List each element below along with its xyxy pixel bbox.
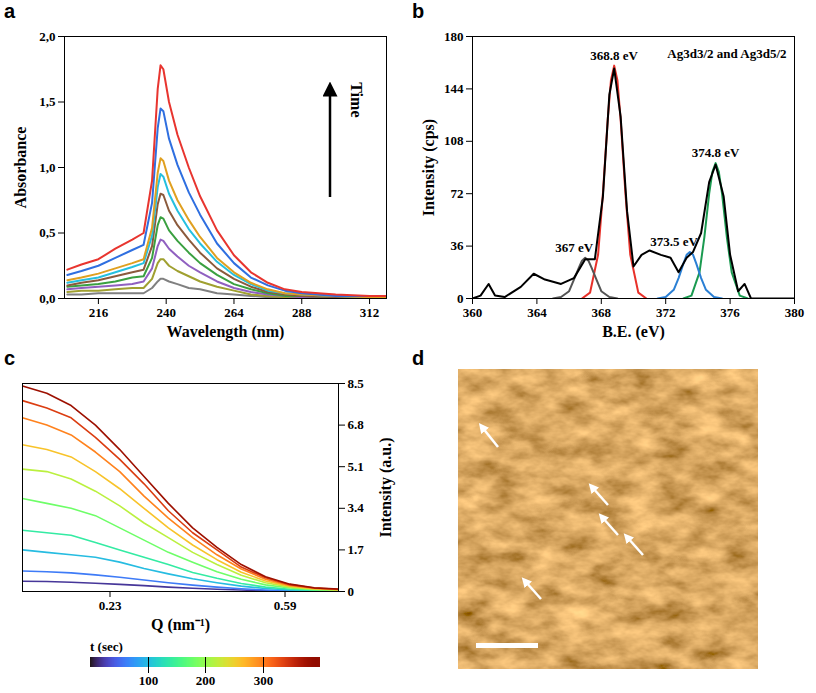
svg-text:6.8: 6.8 <box>348 417 365 432</box>
html-text:a: a <box>4 0 16 22</box>
svg-text:264: 264 <box>224 305 244 320</box>
svg-text:Wavelength (nm): Wavelength (nm) <box>167 323 285 341</box>
svg-text:368.8 eV: 368.8 eV <box>590 48 638 63</box>
svg-text:5.1: 5.1 <box>348 459 364 474</box>
svg-text:0,5: 0,5 <box>39 225 56 240</box>
svg-text:Time: Time <box>348 82 365 117</box>
svg-text:Q (nm⁻¹): Q (nm⁻¹) <box>151 616 210 634</box>
svg-text:1,0: 1,0 <box>39 160 55 175</box>
svg-text:240: 240 <box>156 305 176 320</box>
svg-text:376: 376 <box>720 305 740 320</box>
svg-text:300: 300 <box>254 673 274 688</box>
html-text:d: d <box>412 347 425 369</box>
svg-text:0.23: 0.23 <box>99 598 122 613</box>
svg-text:364: 364 <box>527 305 547 320</box>
svg-text:108: 108 <box>444 133 464 148</box>
svg-text:36: 36 <box>451 238 465 253</box>
svg-text:2,0: 2,0 <box>39 29 55 44</box>
svg-text:144: 144 <box>444 81 464 96</box>
svg-text:374.8 eV: 374.8 eV <box>692 145 740 160</box>
svg-text:Absorbance: Absorbance <box>12 127 29 209</box>
svg-text:Intensity (cps): Intensity (cps) <box>420 119 438 216</box>
svg-text:368: 368 <box>592 305 612 320</box>
svg-text:288: 288 <box>292 305 312 320</box>
svg-text:0,0: 0,0 <box>39 291 55 306</box>
svg-text:0: 0 <box>348 584 355 599</box>
svg-text:B.E. (eV): B.E. (eV) <box>602 323 665 341</box>
html-text:b: b <box>412 0 425 22</box>
svg-text:72: 72 <box>451 186 464 201</box>
svg-text:t (sec): t (sec) <box>90 639 123 654</box>
svg-text:373.5 eV: 373.5 eV <box>650 234 698 249</box>
svg-text:1,5: 1,5 <box>39 94 56 109</box>
svg-text:180: 180 <box>444 29 464 44</box>
svg-text:8.5: 8.5 <box>348 376 365 391</box>
svg-text:100: 100 <box>139 673 159 688</box>
svg-text:216: 216 <box>89 305 109 320</box>
svg-text:Ag3d3/2 and Ag3d5/2: Ag3d3/2 and Ag3d5/2 <box>667 46 786 61</box>
svg-text:1.7: 1.7 <box>348 542 365 557</box>
svg-text:372: 372 <box>656 305 676 320</box>
svg-text:3.4: 3.4 <box>348 500 365 515</box>
svg-text:312: 312 <box>360 305 380 320</box>
svg-text:0: 0 <box>457 291 464 306</box>
svg-text:367 eV: 367 eV <box>555 240 594 255</box>
svg-text:0.59: 0.59 <box>274 598 297 613</box>
html-text:c: c <box>4 347 16 369</box>
svg-text:200: 200 <box>196 673 216 688</box>
svg-text:360: 360 <box>463 305 483 320</box>
svg-text:Intensity (a.u.): Intensity (a.u.) <box>377 437 395 537</box>
svg-text:380: 380 <box>785 305 805 320</box>
